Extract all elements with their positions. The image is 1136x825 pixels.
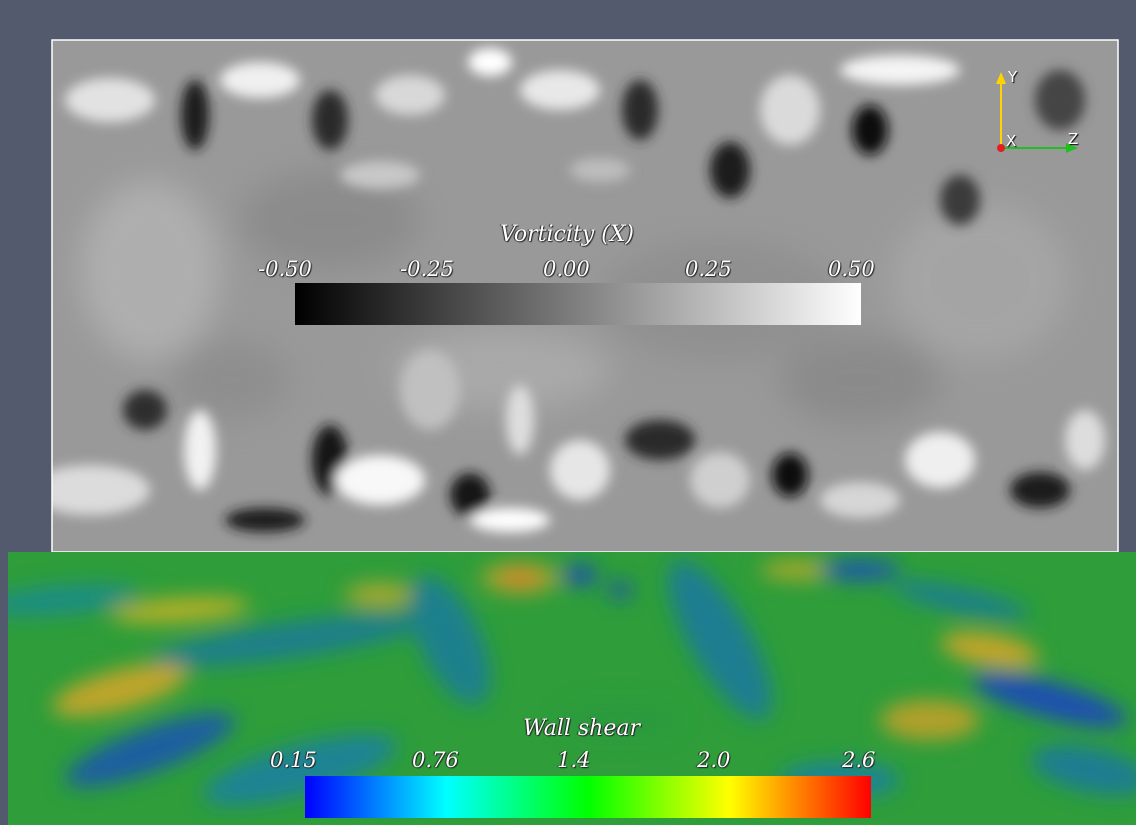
z-axis-label: Z xyxy=(1068,130,1079,148)
vorticity-tick-label: -0.25 xyxy=(400,257,454,281)
wall-shear-colorbar-gradient xyxy=(305,776,871,818)
wall-shear-tick-label: 1.4 xyxy=(557,748,591,772)
wall-shear-tick-label: 2.6 xyxy=(842,748,876,772)
wall-shear-colorbar xyxy=(305,776,871,818)
x-axis-dot-icon xyxy=(997,144,1005,152)
y-axis-label: Y xyxy=(1008,68,1018,86)
wall-shear-tick-label: 2.0 xyxy=(697,748,731,772)
vorticity-tick-label: -0.50 xyxy=(258,257,312,281)
orientation-axes xyxy=(996,72,1078,153)
y-axis-arrow-icon xyxy=(996,72,1006,84)
vorticity-tick-label: 0.25 xyxy=(685,257,732,281)
vorticity-tick-label: 0.00 xyxy=(543,257,590,281)
vorticity-field xyxy=(52,40,1118,552)
vorticity-colorbar xyxy=(295,283,861,325)
vorticity-tick-label: 0.50 xyxy=(828,257,875,281)
vorticity-colorbar-gradient xyxy=(295,283,861,325)
x-axis-label: X xyxy=(1006,132,1017,150)
wall-shear-colorbar-title: Wall shear xyxy=(523,716,640,741)
z-axis-arrow-icon xyxy=(1066,143,1078,153)
wall-shear-tick-label: 0.15 xyxy=(270,748,317,772)
vorticity-colorbar-title: Vorticity (X) xyxy=(500,222,634,247)
wall-shear-tick-label: 0.76 xyxy=(412,748,459,772)
